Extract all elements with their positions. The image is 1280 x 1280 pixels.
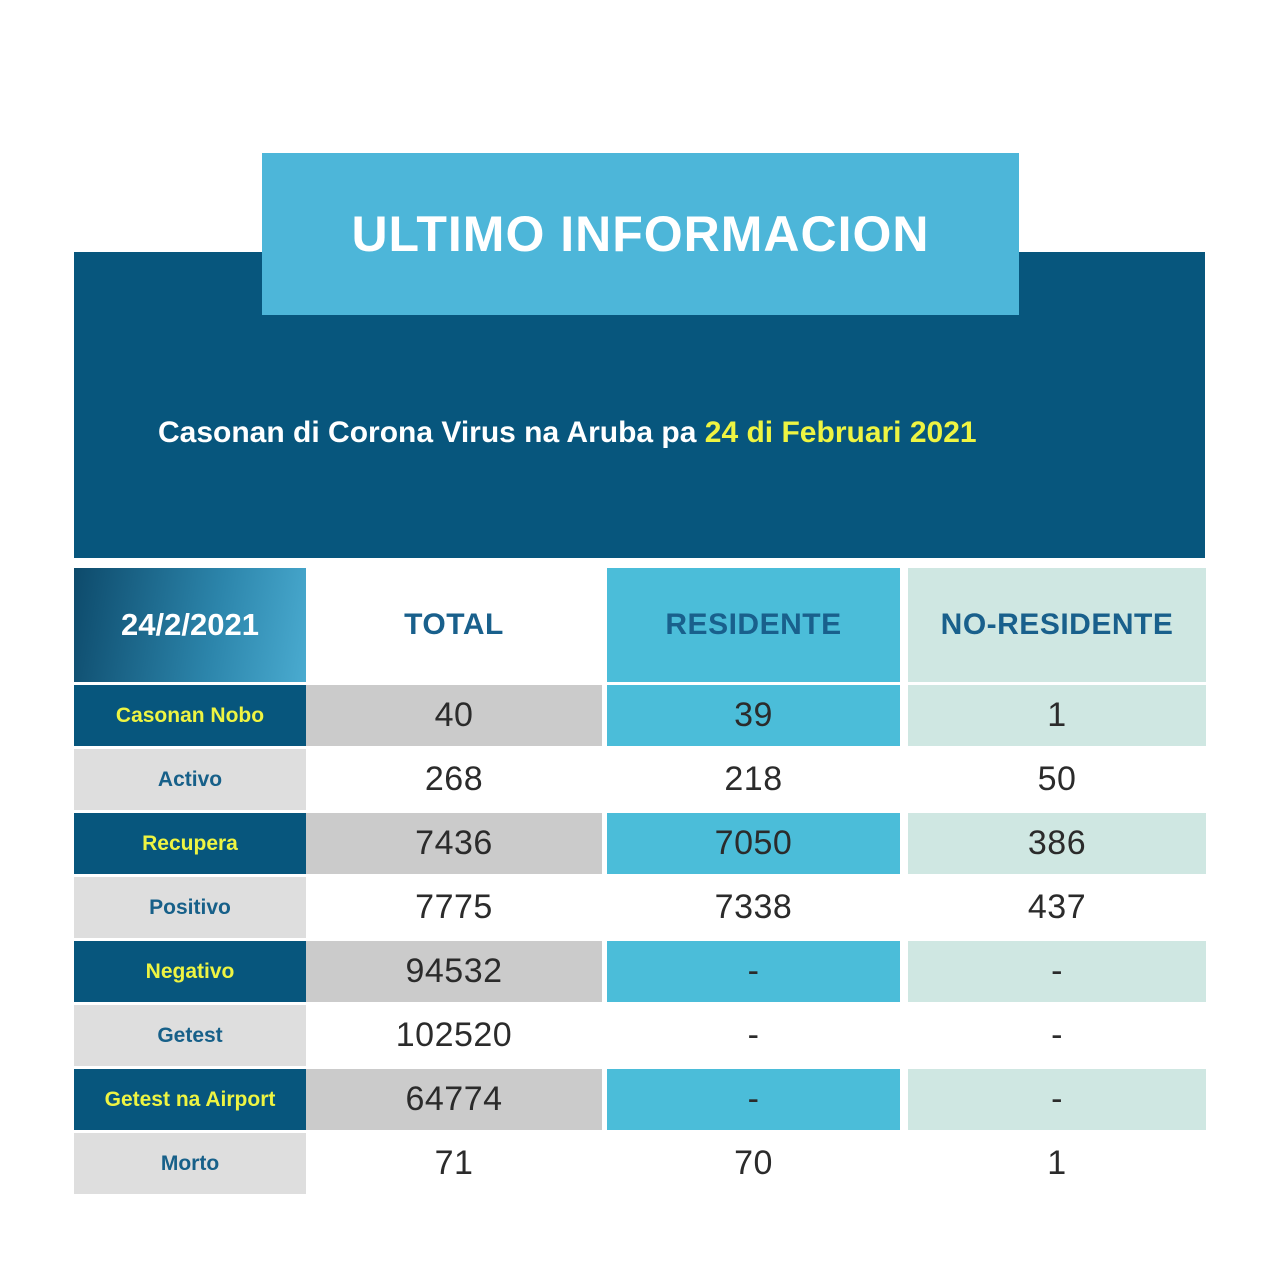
no-residente-value: 386 xyxy=(908,813,1206,874)
total-value: 268 xyxy=(306,749,602,810)
table-row-activo: Activo 268 218 50 xyxy=(74,749,1206,810)
table-row-positivo: Positivo 7775 7338 437 xyxy=(74,877,1206,938)
residente-value: - xyxy=(607,941,900,1002)
no-residente-value: - xyxy=(908,1069,1206,1130)
table-row-morto: Morto 71 70 1 xyxy=(74,1133,1206,1194)
row-label: Casonan Nobo xyxy=(74,685,306,746)
total-value: 7436 xyxy=(306,813,602,874)
residente-value: 7050 xyxy=(607,813,900,874)
residente-value: - xyxy=(607,1069,900,1130)
no-residente-value: 1 xyxy=(908,1133,1206,1194)
total-value: 40 xyxy=(306,685,602,746)
residente-value: 39 xyxy=(607,685,900,746)
subtitle-date-highlight: 24 di Februari 2021 xyxy=(704,416,977,449)
total-value: 64774 xyxy=(306,1069,602,1130)
row-label: Positivo xyxy=(74,877,306,938)
no-residente-value: 1 xyxy=(908,685,1206,746)
row-label: Activo xyxy=(74,749,306,810)
covid-stats-table: 24/2/2021 TOTAL RESIDENTE NO-RESIDENTE C… xyxy=(74,568,1206,1197)
total-value: 7775 xyxy=(306,877,602,938)
no-residente-value: 437 xyxy=(908,877,1206,938)
row-label: Getest na Airport xyxy=(74,1069,306,1130)
residente-value: 7338 xyxy=(607,877,900,938)
table-row-negativo: Negativo 94532 - - xyxy=(74,941,1206,1002)
row-label: Recupera xyxy=(74,813,306,874)
row-label: Getest xyxy=(74,1005,306,1066)
table-row-getest-na-airport: Getest na Airport 64774 - - xyxy=(74,1069,1206,1130)
total-value: 102520 xyxy=(306,1005,602,1066)
residente-value: 70 xyxy=(607,1133,900,1194)
header-total-cell: TOTAL xyxy=(306,568,602,682)
table-row-casonan-nobo: Casonan Nobo 40 39 1 xyxy=(74,685,1206,746)
row-label: Morto xyxy=(74,1133,306,1194)
page-title: ULTIMO INFORMACION xyxy=(351,206,930,262)
row-label: Negativo xyxy=(74,941,306,1002)
subtitle-text: Casonan di Corona Virus na Aruba pa 24 d… xyxy=(158,416,977,450)
header-date-cell: 24/2/2021 xyxy=(74,568,306,682)
residente-value: - xyxy=(607,1005,900,1066)
no-residente-value: - xyxy=(908,1005,1206,1066)
table-row-getest: Getest 102520 - - xyxy=(74,1005,1206,1066)
residente-value: 218 xyxy=(607,749,900,810)
no-residente-value: - xyxy=(908,941,1206,1002)
table-row-recupera: Recupera 7436 7050 386 xyxy=(74,813,1206,874)
table-header-row: 24/2/2021 TOTAL RESIDENTE NO-RESIDENTE xyxy=(74,568,1206,682)
header-residente-cell: RESIDENTE xyxy=(607,568,900,682)
subtitle-prefix: Casonan di Corona Virus na Aruba pa xyxy=(158,416,705,449)
total-value: 94532 xyxy=(306,941,602,1002)
title-banner: ULTIMO INFORMACION xyxy=(262,153,1019,315)
header-no-residente-cell: NO-RESIDENTE xyxy=(908,568,1206,682)
total-value: 71 xyxy=(306,1133,602,1194)
no-residente-value: 50 xyxy=(908,749,1206,810)
